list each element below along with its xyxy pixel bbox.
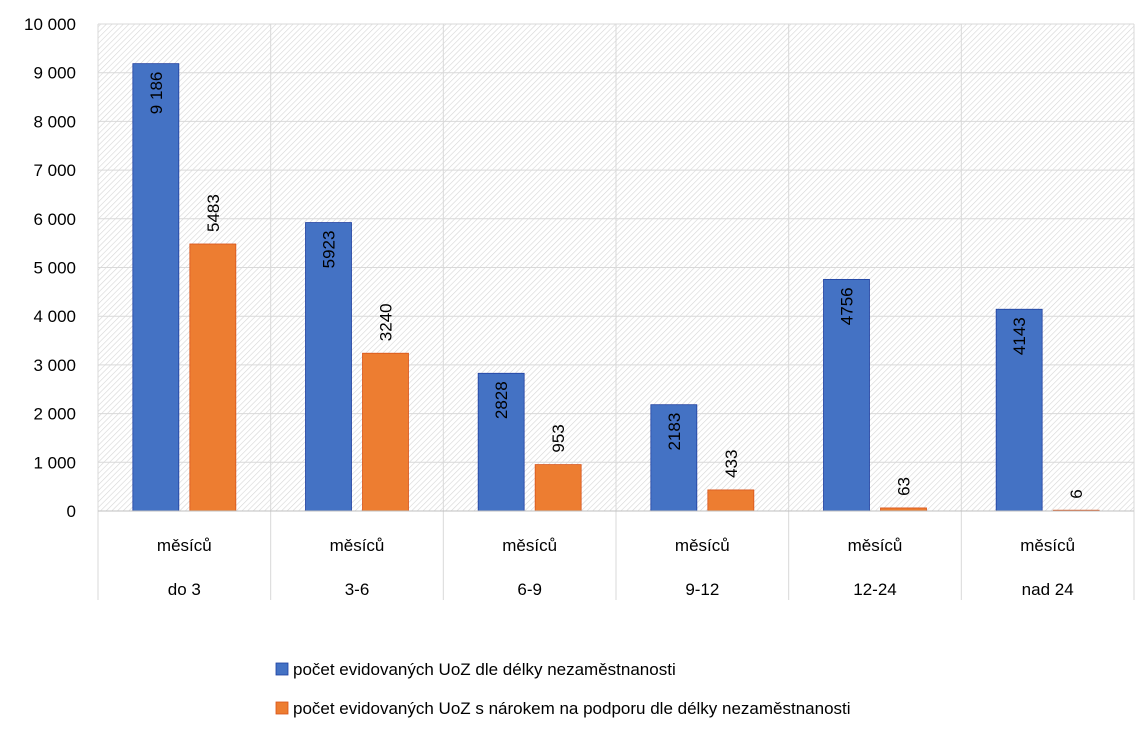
category-label-line2: 6-9 [517,580,542,599]
data-label: 9 186 [147,72,166,115]
y-tick-label: 9 000 [33,64,76,83]
data-label: 63 [895,477,914,496]
category-label-line2: nad 24 [1022,580,1074,599]
bar-entitled-0 [189,243,237,512]
bar-total-4 [823,278,870,512]
bar-entitled-1 [362,352,409,512]
bar-entitled-2 [534,464,582,512]
y-tick-label: 3 000 [33,356,76,375]
category-label-line2: 9-12 [685,580,719,599]
data-label: 5923 [320,231,339,269]
legend-label: počet evidovaných UoZ s nárokem na podpo… [293,699,851,718]
legend-swatch [275,662,289,676]
y-tick-label: 5 000 [33,259,76,278]
category-label-line1: měsíců [848,536,903,555]
category-label-line1: měsíců [675,536,730,555]
y-tick-label: 2 000 [33,405,76,424]
data-label: 2828 [492,381,511,419]
y-tick-label: 4 000 [33,307,76,326]
data-label: 433 [722,450,741,478]
category-label-line2: 3-6 [345,580,370,599]
y-tick-label: 10 000 [24,15,76,34]
category-label-line1: měsíců [1020,536,1075,555]
y-tick-label: 6 000 [33,210,76,229]
data-label: 5483 [204,194,223,232]
legend-label: počet evidovaných UoZ dle délky nezaměst… [293,660,676,679]
category-label-line2: 12-24 [853,580,896,599]
y-tick-label: 8 000 [33,112,76,131]
y-tick-label: 1 000 [33,453,76,472]
category-label-line2: do 3 [168,580,201,599]
bar-total-0 [132,63,180,512]
data-label: 953 [549,424,568,452]
legend-swatch [275,701,289,715]
data-label: 2183 [665,413,684,451]
bar-total-5 [995,308,1043,512]
category-label-line1: měsíců [330,536,385,555]
data-label: 4143 [1010,317,1029,355]
y-tick-label: 0 [67,502,76,521]
bar-total-1 [305,222,352,512]
category-label-line1: měsíců [157,536,212,555]
y-tick-label: 7 000 [33,161,76,180]
data-label: 6 [1067,489,1086,498]
bar-entitled-3 [707,489,755,512]
bar-total-2 [477,372,525,512]
bar-total-3 [650,404,698,512]
category-label-line1: měsíců [502,536,557,555]
data-label: 4756 [838,287,857,325]
data-label: 3240 [377,303,396,341]
